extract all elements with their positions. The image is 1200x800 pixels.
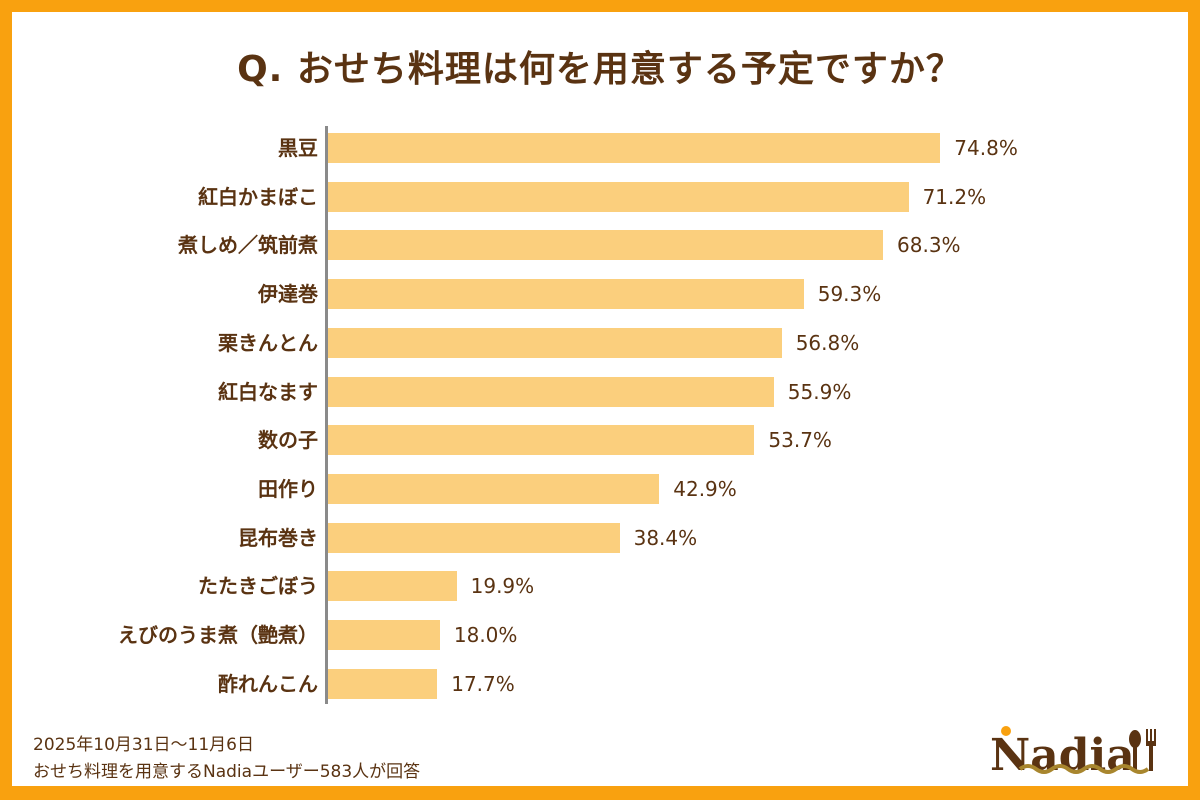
value-label: 53.7% xyxy=(768,428,832,453)
bar xyxy=(328,620,440,650)
category-label: 酢れんこん xyxy=(218,671,318,696)
value-label: 17.7% xyxy=(451,671,515,696)
category-label: えびのうま煮（艶煮） xyxy=(118,623,318,647)
survey-period: 2025年10月31日～11月6日 xyxy=(33,735,254,755)
value-label: 56.8% xyxy=(795,330,860,355)
category-label: 田作り xyxy=(258,476,318,501)
bar xyxy=(328,230,884,261)
bar xyxy=(328,473,660,504)
bar xyxy=(328,279,804,310)
category-label: 紅白なます xyxy=(218,379,318,404)
category-label: 黒豆 xyxy=(278,136,318,160)
bar xyxy=(328,181,909,212)
category-label: 栗きんとん xyxy=(218,330,318,355)
bar xyxy=(328,668,438,699)
y-axis-line xyxy=(325,126,328,704)
bar xyxy=(328,327,782,358)
category-label: 伊達巻 xyxy=(258,282,318,307)
bar xyxy=(328,522,620,553)
bar xyxy=(328,425,755,456)
bar xyxy=(328,571,457,602)
value-label: 42.9% xyxy=(673,476,737,501)
value-label: 18.0% xyxy=(453,623,518,647)
value-label: 38.4% xyxy=(633,525,698,550)
value-label: 74.8% xyxy=(954,136,1018,160)
category-label: たたきごぼう xyxy=(198,574,318,599)
category-label: 紅白かまぼこ xyxy=(198,184,318,209)
nadia-logo: Nadia xyxy=(990,725,1170,789)
bar xyxy=(328,376,774,407)
category-label: 数の子 xyxy=(258,428,318,453)
category-label: 昆布巻き xyxy=(238,525,318,550)
value-label: 59.3% xyxy=(817,282,882,307)
value-label: 19.9% xyxy=(470,574,535,599)
value-label: 71.2% xyxy=(922,184,987,209)
chart-title: Q. おせち料理は何を用意する予定ですか？ xyxy=(237,49,963,90)
category-label: 煮しめ／筑前煮 xyxy=(178,233,318,258)
survey-respondents: おせち料理を用意するNadiaユーザー583人が回答 xyxy=(33,762,421,782)
bar xyxy=(328,133,941,163)
svg-text:Nadia: Nadia xyxy=(990,730,1135,781)
value-label: 55.9% xyxy=(787,379,852,404)
value-label: 68.3% xyxy=(897,233,961,258)
